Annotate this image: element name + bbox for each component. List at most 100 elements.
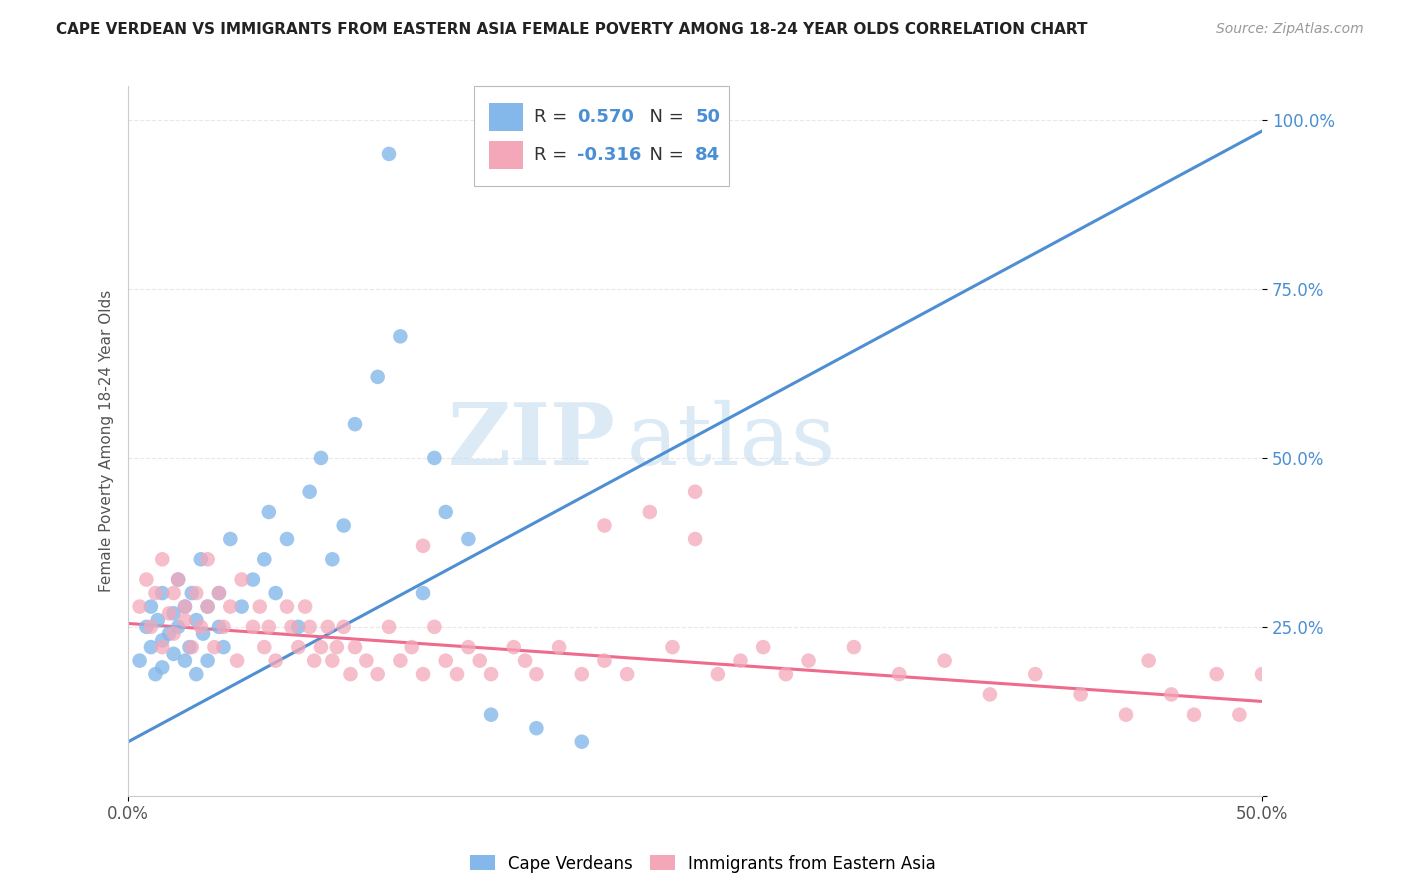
Point bbox=[548, 640, 571, 654]
Point bbox=[219, 532, 242, 546]
Point bbox=[389, 329, 412, 343]
Text: atlas: atlas bbox=[627, 400, 837, 483]
Point bbox=[212, 620, 235, 634]
Point bbox=[412, 586, 434, 600]
Point bbox=[730, 654, 752, 668]
Point bbox=[157, 607, 180, 621]
Point bbox=[208, 620, 231, 634]
Point bbox=[135, 573, 157, 587]
Text: -0.316: -0.316 bbox=[578, 146, 641, 164]
Point bbox=[339, 667, 361, 681]
Point bbox=[280, 620, 302, 634]
Point bbox=[1205, 667, 1227, 681]
Text: R =: R = bbox=[534, 146, 574, 164]
Point bbox=[174, 654, 197, 668]
Text: ZIP: ZIP bbox=[449, 399, 616, 483]
FancyBboxPatch shape bbox=[489, 141, 523, 169]
Point bbox=[276, 599, 298, 614]
Point bbox=[367, 667, 389, 681]
Point bbox=[190, 552, 212, 566]
Point bbox=[197, 552, 219, 566]
Point bbox=[752, 640, 775, 654]
Point bbox=[502, 640, 524, 654]
Point bbox=[139, 599, 162, 614]
Point bbox=[979, 687, 1001, 701]
Point bbox=[191, 626, 214, 640]
Point bbox=[326, 640, 349, 654]
Point bbox=[889, 667, 911, 681]
Point bbox=[1160, 687, 1182, 701]
Point bbox=[294, 599, 316, 614]
Point bbox=[150, 586, 173, 600]
Point bbox=[150, 640, 173, 654]
Point bbox=[332, 620, 354, 634]
Point bbox=[707, 667, 730, 681]
Point bbox=[526, 721, 548, 735]
Point bbox=[797, 654, 820, 668]
Point bbox=[479, 667, 502, 681]
Point bbox=[423, 620, 446, 634]
Point bbox=[457, 532, 479, 546]
Point bbox=[242, 620, 264, 634]
Point bbox=[571, 667, 593, 681]
Point bbox=[343, 417, 366, 432]
Text: 84: 84 bbox=[695, 146, 720, 164]
Point bbox=[162, 607, 184, 621]
Point bbox=[219, 599, 242, 614]
Text: N =: N = bbox=[638, 146, 690, 164]
Point bbox=[186, 586, 208, 600]
Point bbox=[167, 620, 190, 634]
Point bbox=[180, 640, 202, 654]
Point bbox=[186, 667, 208, 681]
Point bbox=[378, 147, 401, 161]
Point bbox=[775, 667, 797, 681]
Point bbox=[174, 613, 197, 627]
Point bbox=[197, 599, 219, 614]
Point bbox=[174, 599, 197, 614]
Point bbox=[264, 654, 287, 668]
Point bbox=[401, 640, 423, 654]
Point bbox=[139, 620, 162, 634]
Point bbox=[367, 370, 389, 384]
Point bbox=[146, 613, 169, 627]
Point bbox=[135, 620, 157, 634]
Point bbox=[257, 505, 280, 519]
Point bbox=[212, 640, 235, 654]
Point bbox=[249, 599, 271, 614]
Point bbox=[150, 633, 173, 648]
Point bbox=[332, 518, 354, 533]
Point bbox=[145, 586, 167, 600]
Point bbox=[934, 654, 956, 668]
Point bbox=[842, 640, 865, 654]
Point bbox=[479, 707, 502, 722]
Point bbox=[179, 640, 201, 654]
Point bbox=[162, 647, 184, 661]
Point bbox=[309, 450, 332, 465]
Text: R =: R = bbox=[534, 108, 574, 126]
Point bbox=[302, 654, 325, 668]
Point bbox=[1137, 654, 1160, 668]
Point bbox=[661, 640, 683, 654]
Point bbox=[162, 626, 184, 640]
Point bbox=[434, 654, 457, 668]
Point bbox=[412, 539, 434, 553]
Y-axis label: Female Poverty Among 18-24 Year Olds: Female Poverty Among 18-24 Year Olds bbox=[100, 290, 114, 592]
Point bbox=[571, 735, 593, 749]
Point bbox=[309, 640, 332, 654]
Point bbox=[157, 626, 180, 640]
Point bbox=[468, 654, 491, 668]
Point bbox=[208, 586, 231, 600]
Point bbox=[321, 552, 343, 566]
Point bbox=[231, 573, 253, 587]
Point bbox=[513, 654, 536, 668]
Point bbox=[186, 613, 208, 627]
Point bbox=[593, 518, 616, 533]
Text: N =: N = bbox=[638, 108, 690, 126]
Point bbox=[253, 552, 276, 566]
Point bbox=[423, 450, 446, 465]
Point bbox=[1070, 687, 1092, 701]
Point bbox=[197, 654, 219, 668]
Point bbox=[356, 654, 378, 668]
Point bbox=[150, 660, 173, 674]
Point bbox=[526, 667, 548, 681]
